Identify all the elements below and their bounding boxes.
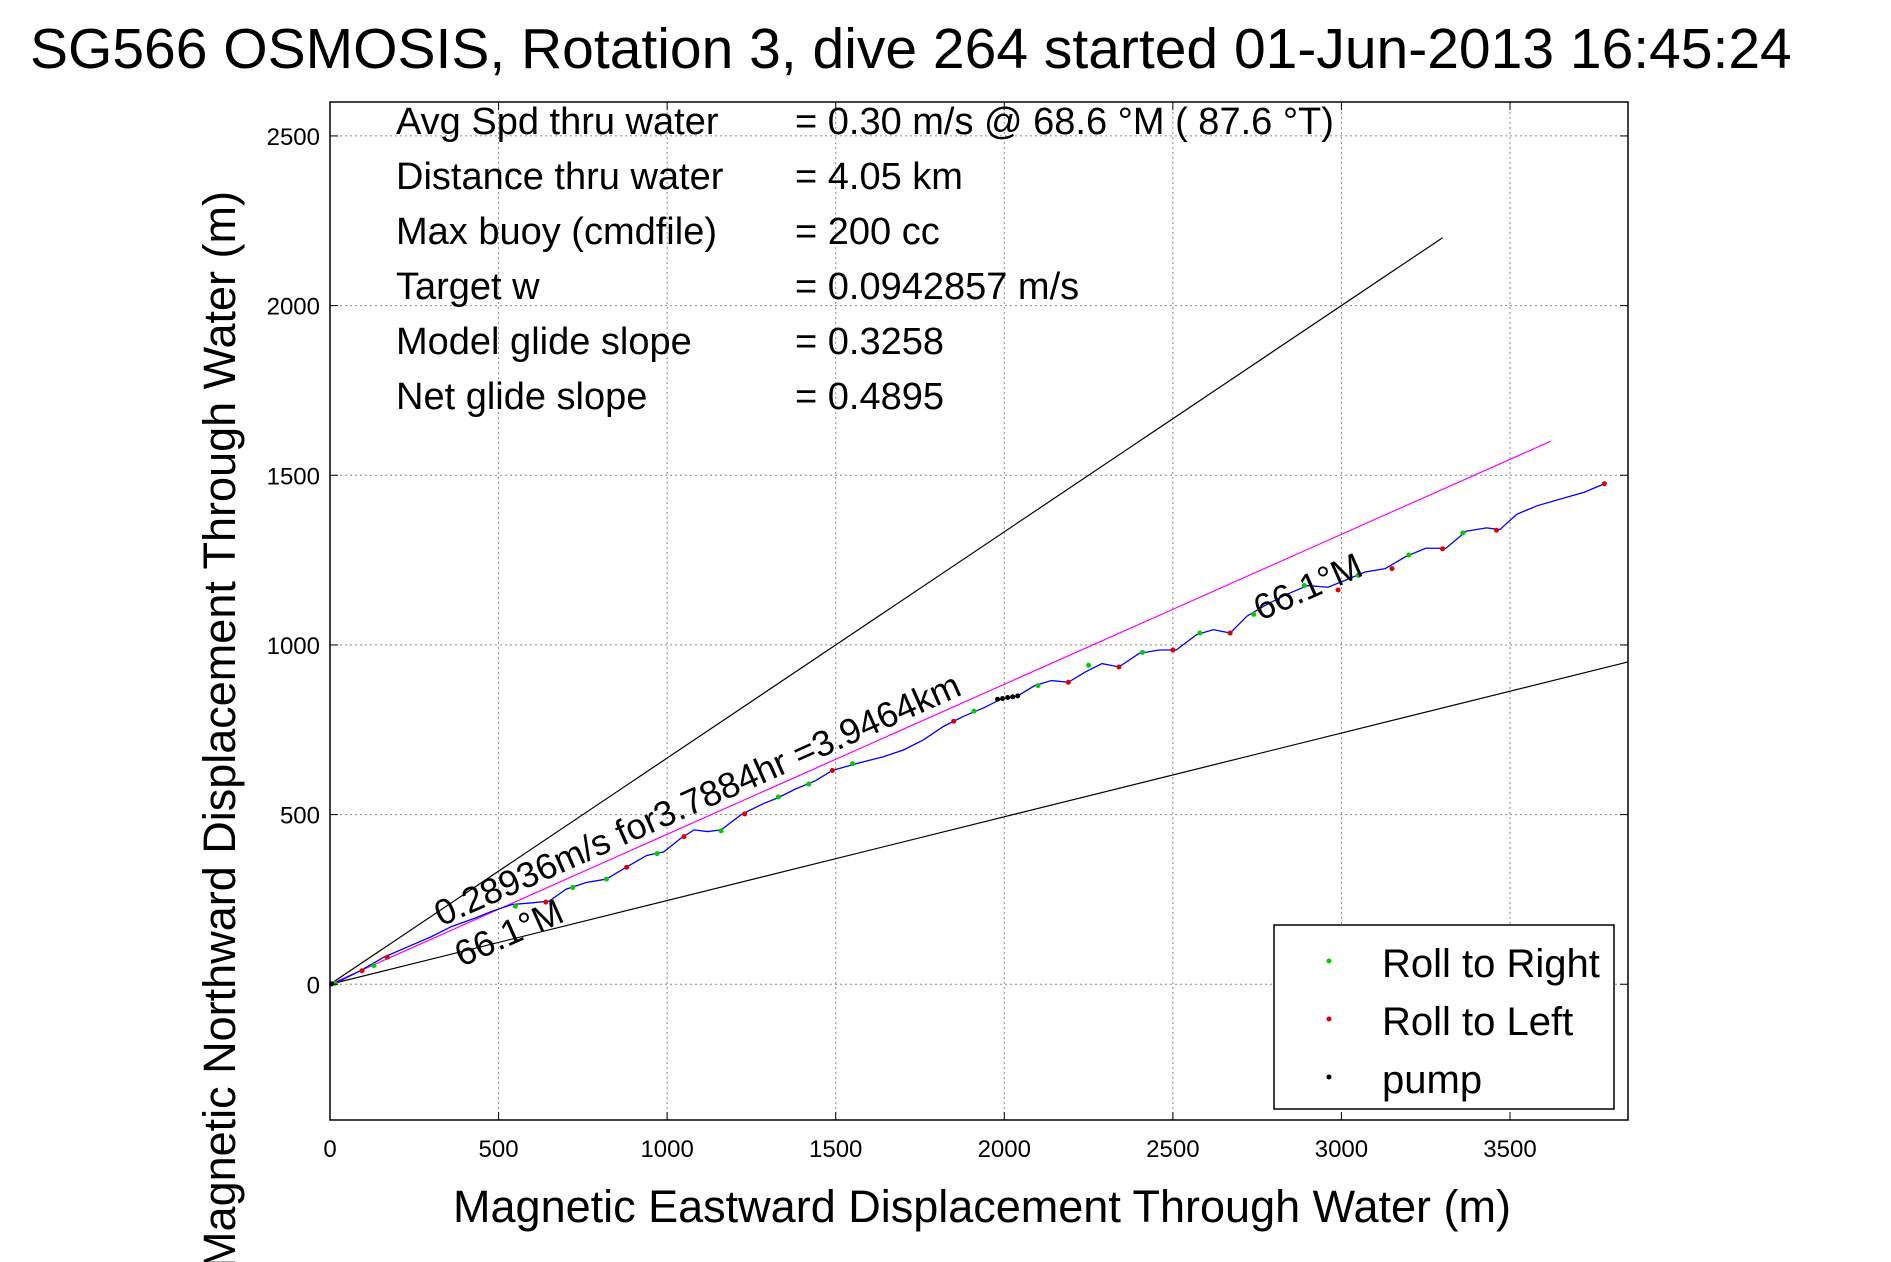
pump-point — [1000, 696, 1006, 702]
chart-title: SG566 OSMOSIS, Rotation 3, dive 264 star… — [30, 17, 1792, 81]
y-tick-label: 500 — [280, 803, 320, 830]
legend-marker — [1326, 1016, 1332, 1022]
info-label: Net glide slope — [396, 376, 647, 418]
roll-to-right-point — [1406, 552, 1412, 558]
legend-item-label: Roll to Left — [1382, 1000, 1573, 1044]
roll-to-left-point — [624, 864, 630, 870]
x-tick-label: 500 — [479, 1136, 519, 1163]
reference-lines — [329, 237, 1629, 985]
pump-point — [1015, 693, 1021, 699]
roll-to-left-point — [1116, 664, 1122, 670]
info-label: Avg Spd thru water — [396, 101, 719, 143]
roll-to-right-point — [775, 794, 781, 800]
info-label: Distance thru water — [396, 156, 724, 198]
info-label: Model glide slope — [396, 321, 692, 363]
roll-to-right-point — [971, 708, 977, 714]
roll-to-right-point — [1140, 649, 1146, 655]
y-tick-label: 1000 — [267, 633, 320, 660]
roll-to-right-point — [1355, 572, 1361, 578]
y-axis-label: Magnetic Northward Displacement Through … — [194, 191, 245, 1262]
roll-to-left-point — [1440, 546, 1446, 552]
roll-to-right-point — [1301, 583, 1307, 589]
roll-to-left-point — [543, 899, 549, 905]
y-tick-label: 2000 — [267, 294, 320, 321]
x-tick-label: 2500 — [1146, 1136, 1199, 1163]
x-tick-label: 1000 — [640, 1136, 693, 1163]
y-tick-label: 0 — [307, 972, 320, 999]
roll-to-right-point — [512, 903, 518, 909]
x-tick-label: 3000 — [1315, 1136, 1368, 1163]
roll-to-right-point — [570, 885, 576, 891]
y-tick-label: 2500 — [267, 124, 320, 151]
roll-to-left-point — [359, 968, 365, 974]
pump-point — [1005, 695, 1011, 701]
y-tick-label: 1500 — [267, 463, 320, 490]
info-value: = 4.05 km — [795, 156, 963, 198]
roll-to-right-point — [603, 876, 609, 882]
legend-item-label: pump — [1382, 1058, 1482, 1102]
x-tick-label: 3500 — [1483, 1136, 1536, 1163]
info-block: Avg Spd thru water = 0.30 m/s @ 68.6 °M (… — [396, 101, 1334, 418]
legend-marker — [1326, 1074, 1332, 1080]
roll-to-right-point — [1197, 630, 1203, 636]
annotation-text: 66.1°M — [1247, 545, 1368, 629]
reference-line-heading-line — [329, 440, 1551, 985]
info-value: = 0.0942857 m/s — [795, 266, 1079, 308]
info-value: = 0.30 m/s @ 68.6 °M ( 87.6 °T) — [795, 101, 1334, 143]
x-tick-label: 2000 — [978, 1136, 1031, 1163]
pump-point — [1010, 694, 1016, 700]
roll-to-right-point — [1035, 683, 1041, 689]
legend-item-label: Roll to Right — [1382, 942, 1600, 986]
roll-to-left-point — [1227, 630, 1233, 636]
roll-to-left-point — [1335, 587, 1341, 593]
legend-marker — [1326, 958, 1332, 964]
roll-to-right-point — [1251, 611, 1257, 617]
x-tick-label: 0 — [323, 1136, 336, 1163]
roll-to-left-point — [1389, 566, 1395, 572]
roll-to-right-point — [718, 828, 724, 834]
roll-to-left-point — [742, 811, 748, 817]
legend: Roll to Right Roll to Left pump — [1273, 924, 1615, 1110]
annotations: 0.28936m/s for3.7884hr =3.9464km66.1°M66… — [428, 545, 1368, 975]
roll-to-left-point — [1601, 481, 1607, 487]
pump-point — [995, 696, 1001, 702]
roll-to-left-point — [829, 767, 835, 773]
x-tick-label: 1500 — [809, 1136, 862, 1163]
roll-to-right-point — [806, 781, 812, 787]
reference-line-lower-bound — [329, 661, 1629, 985]
roll-to-left-point — [951, 718, 957, 724]
roll-to-left-point — [681, 834, 687, 840]
roll-to-left-point — [384, 954, 390, 960]
info-value: = 200 cc — [795, 211, 940, 253]
series-layer — [329, 481, 1607, 987]
roll-to-left-point — [1065, 679, 1071, 685]
x-axis-label: Magnetic Eastward Displacement Through W… — [453, 1181, 1511, 1232]
roll-to-right-point — [371, 963, 377, 969]
roll-to-left-point — [1170, 647, 1176, 653]
info-value: = 0.4895 — [795, 376, 944, 418]
info-label: Max buoy (cmdfile) — [396, 211, 717, 253]
reference-line-upper-bound — [329, 237, 1443, 985]
info-label: Target w — [396, 266, 540, 308]
ticks: 0 500 1000 1500 2000 2500 3000 3500 0 500 1000 1500… — [267, 102, 1628, 1163]
info-value: = 0.3258 — [795, 321, 944, 363]
roll-to-right-point — [1460, 530, 1466, 536]
roll-to-right-point — [654, 851, 660, 857]
plot-frame — [329, 101, 1629, 1121]
roll-to-right-point — [850, 761, 856, 767]
roll-to-right-point — [1086, 662, 1092, 668]
roll-to-left-point — [1494, 527, 1500, 533]
